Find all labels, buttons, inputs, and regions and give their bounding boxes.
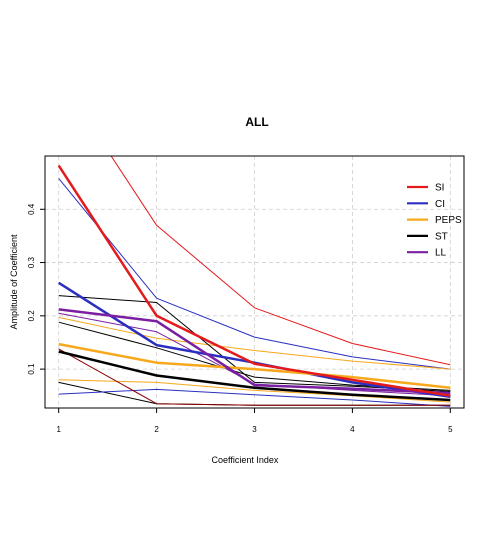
x-tick-label-2: 2 bbox=[154, 425, 159, 434]
legend-label-ll: LL bbox=[435, 248, 447, 259]
x-axis: 1 2 3 4 5 bbox=[56, 408, 453, 434]
chart-title: ALL bbox=[245, 115, 268, 129]
x-axis-label: Coefficient Index bbox=[212, 455, 279, 465]
x-tick-label-1: 1 bbox=[56, 425, 61, 434]
series-lines bbox=[57, 156, 451, 407]
series-line-si-15 bbox=[57, 164, 451, 397]
legend-label-si: SI bbox=[435, 183, 444, 194]
series-line-ci-8 bbox=[58, 388, 451, 407]
x-tick-label-5: 5 bbox=[448, 425, 453, 434]
series-line-si-9 bbox=[58, 348, 451, 406]
series-line-ll-14 bbox=[58, 308, 451, 395]
series-line-peps-4 bbox=[58, 379, 451, 403]
x-tick-label-4: 4 bbox=[350, 425, 355, 434]
series-line-st-13 bbox=[58, 350, 451, 402]
legend-label-ci: CI bbox=[435, 199, 445, 210]
y-tick-label-1: 0.1 bbox=[27, 363, 36, 375]
y-axis: 0.1 0.2 0.3 0.4 bbox=[27, 203, 45, 375]
grid bbox=[45, 156, 464, 408]
legend: SI CI PEPS ST LL bbox=[407, 183, 462, 259]
legend-label-st: ST bbox=[435, 231, 448, 242]
x-tick-label-3: 3 bbox=[252, 425, 257, 434]
legend-label-peps: PEPS bbox=[435, 215, 462, 226]
series-line-ci-2 bbox=[58, 178, 451, 370]
series-line-peps-3 bbox=[58, 316, 451, 370]
y-tick-label-3: 0.3 bbox=[27, 256, 36, 268]
y-tick-label-4: 0.4 bbox=[27, 203, 36, 215]
y-tick-label-2: 0.2 bbox=[27, 310, 36, 322]
series-line-si-1 bbox=[110, 156, 451, 366]
y-axis-label: Amplitude of Coefficient bbox=[9, 234, 19, 329]
series-line-peps-12 bbox=[58, 342, 451, 390]
